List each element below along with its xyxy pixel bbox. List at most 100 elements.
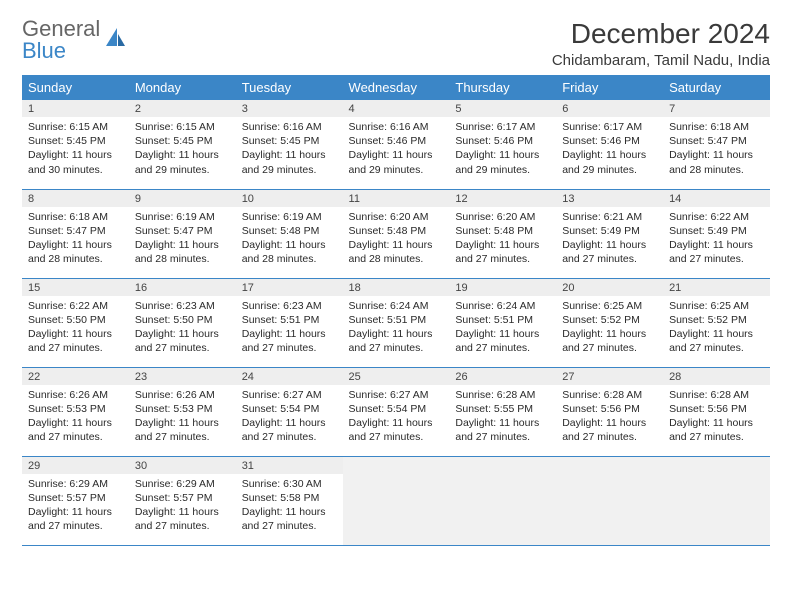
day-number: 31 [236,457,343,474]
day-details: Sunrise: 6:25 AMSunset: 5:52 PMDaylight:… [663,296,770,362]
page-title: December 2024 [552,18,770,50]
day-number: 11 [343,190,450,207]
calendar-cell: 26Sunrise: 6:28 AMSunset: 5:55 PMDayligh… [449,367,556,456]
day-details: Sunrise: 6:29 AMSunset: 5:57 PMDaylight:… [22,474,129,540]
calendar-cell: 4Sunrise: 6:16 AMSunset: 5:46 PMDaylight… [343,100,450,189]
day-number: 18 [343,279,450,296]
calendar-week-row: 22Sunrise: 6:26 AMSunset: 5:53 PMDayligh… [22,367,770,456]
calendar-cell: 16Sunrise: 6:23 AMSunset: 5:50 PMDayligh… [129,278,236,367]
day-details: Sunrise: 6:27 AMSunset: 5:54 PMDaylight:… [236,385,343,451]
calendar-table: SundayMondayTuesdayWednesdayThursdayFrid… [22,75,770,546]
calendar-cell: 8Sunrise: 6:18 AMSunset: 5:47 PMDaylight… [22,189,129,278]
day-number: 2 [129,100,236,117]
day-details: Sunrise: 6:19 AMSunset: 5:48 PMDaylight:… [236,207,343,273]
calendar-week-row: 8Sunrise: 6:18 AMSunset: 5:47 PMDaylight… [22,189,770,278]
day-number: 27 [556,368,663,385]
calendar-cell: 14Sunrise: 6:22 AMSunset: 5:49 PMDayligh… [663,189,770,278]
day-details: Sunrise: 6:16 AMSunset: 5:45 PMDaylight:… [236,117,343,183]
brand-word2: Blue [22,38,66,63]
logo-text: General Blue [22,18,100,62]
day-number: 14 [663,190,770,207]
calendar-cell: 23Sunrise: 6:26 AMSunset: 5:53 PMDayligh… [129,367,236,456]
day-number: 8 [22,190,129,207]
calendar-head: SundayMondayTuesdayWednesdayThursdayFrid… [22,75,770,100]
weekday-header: Saturday [663,75,770,100]
day-number: 22 [22,368,129,385]
calendar-cell: 9Sunrise: 6:19 AMSunset: 5:47 PMDaylight… [129,189,236,278]
sail-icon [103,26,127,54]
day-number: 7 [663,100,770,117]
day-details: Sunrise: 6:21 AMSunset: 5:49 PMDaylight:… [556,207,663,273]
location-label: Chidambaram, Tamil Nadu, India [552,52,770,69]
day-number: 21 [663,279,770,296]
day-details: Sunrise: 6:29 AMSunset: 5:57 PMDaylight:… [129,474,236,540]
calendar-cell: 18Sunrise: 6:24 AMSunset: 5:51 PMDayligh… [343,278,450,367]
day-details: Sunrise: 6:26 AMSunset: 5:53 PMDaylight:… [129,385,236,451]
day-details: Sunrise: 6:17 AMSunset: 5:46 PMDaylight:… [556,117,663,183]
day-number: 10 [236,190,343,207]
weekday-header: Sunday [22,75,129,100]
calendar-body: 1Sunrise: 6:15 AMSunset: 5:45 PMDaylight… [22,100,770,545]
day-details: Sunrise: 6:15 AMSunset: 5:45 PMDaylight:… [22,117,129,183]
day-details: Sunrise: 6:24 AMSunset: 5:51 PMDaylight:… [449,296,556,362]
day-details: Sunrise: 6:27 AMSunset: 5:54 PMDaylight:… [343,385,450,451]
day-number: 15 [22,279,129,296]
day-details: Sunrise: 6:28 AMSunset: 5:56 PMDaylight:… [663,385,770,451]
calendar-cell: 12Sunrise: 6:20 AMSunset: 5:48 PMDayligh… [449,189,556,278]
calendar-cell: 13Sunrise: 6:21 AMSunset: 5:49 PMDayligh… [556,189,663,278]
day-number: 26 [449,368,556,385]
calendar-week-row: 1Sunrise: 6:15 AMSunset: 5:45 PMDaylight… [22,100,770,189]
day-details: Sunrise: 6:16 AMSunset: 5:46 PMDaylight:… [343,117,450,183]
calendar-cell: 15Sunrise: 6:22 AMSunset: 5:50 PMDayligh… [22,278,129,367]
day-details: Sunrise: 6:28 AMSunset: 5:55 PMDaylight:… [449,385,556,451]
day-number: 9 [129,190,236,207]
calendar-cell-empty [343,456,450,545]
day-details: Sunrise: 6:18 AMSunset: 5:47 PMDaylight:… [22,207,129,273]
calendar-cell: 20Sunrise: 6:25 AMSunset: 5:52 PMDayligh… [556,278,663,367]
day-number: 23 [129,368,236,385]
day-details: Sunrise: 6:23 AMSunset: 5:50 PMDaylight:… [129,296,236,362]
calendar-cell: 31Sunrise: 6:30 AMSunset: 5:58 PMDayligh… [236,456,343,545]
day-details: Sunrise: 6:17 AMSunset: 5:46 PMDaylight:… [449,117,556,183]
calendar-cell: 6Sunrise: 6:17 AMSunset: 5:46 PMDaylight… [556,100,663,189]
calendar-cell: 17Sunrise: 6:23 AMSunset: 5:51 PMDayligh… [236,278,343,367]
day-number: 24 [236,368,343,385]
calendar-cell: 27Sunrise: 6:28 AMSunset: 5:56 PMDayligh… [556,367,663,456]
day-number: 28 [663,368,770,385]
day-details: Sunrise: 6:22 AMSunset: 5:50 PMDaylight:… [22,296,129,362]
brand-logo: General Blue [22,18,127,62]
calendar-cell: 19Sunrise: 6:24 AMSunset: 5:51 PMDayligh… [449,278,556,367]
day-details: Sunrise: 6:20 AMSunset: 5:48 PMDaylight:… [449,207,556,273]
header: General Blue December 2024 Chidambaram, … [22,18,770,69]
calendar-cell-empty [449,456,556,545]
day-number: 19 [449,279,556,296]
day-number: 12 [449,190,556,207]
day-details: Sunrise: 6:26 AMSunset: 5:53 PMDaylight:… [22,385,129,451]
day-number: 16 [129,279,236,296]
day-number: 30 [129,457,236,474]
day-details: Sunrise: 6:20 AMSunset: 5:48 PMDaylight:… [343,207,450,273]
day-number: 5 [449,100,556,117]
calendar-cell: 10Sunrise: 6:19 AMSunset: 5:48 PMDayligh… [236,189,343,278]
weekday-header: Monday [129,75,236,100]
day-details: Sunrise: 6:24 AMSunset: 5:51 PMDaylight:… [343,296,450,362]
calendar-week-row: 15Sunrise: 6:22 AMSunset: 5:50 PMDayligh… [22,278,770,367]
day-details: Sunrise: 6:23 AMSunset: 5:51 PMDaylight:… [236,296,343,362]
calendar-cell: 21Sunrise: 6:25 AMSunset: 5:52 PMDayligh… [663,278,770,367]
calendar-cell: 11Sunrise: 6:20 AMSunset: 5:48 PMDayligh… [343,189,450,278]
calendar-cell: 30Sunrise: 6:29 AMSunset: 5:57 PMDayligh… [129,456,236,545]
day-number: 17 [236,279,343,296]
calendar-cell: 2Sunrise: 6:15 AMSunset: 5:45 PMDaylight… [129,100,236,189]
calendar-cell: 3Sunrise: 6:16 AMSunset: 5:45 PMDaylight… [236,100,343,189]
day-details: Sunrise: 6:15 AMSunset: 5:45 PMDaylight:… [129,117,236,183]
day-number: 25 [343,368,450,385]
calendar-cell: 25Sunrise: 6:27 AMSunset: 5:54 PMDayligh… [343,367,450,456]
calendar-cell: 1Sunrise: 6:15 AMSunset: 5:45 PMDaylight… [22,100,129,189]
calendar-cell: 5Sunrise: 6:17 AMSunset: 5:46 PMDaylight… [449,100,556,189]
day-number: 13 [556,190,663,207]
calendar-week-row: 29Sunrise: 6:29 AMSunset: 5:57 PMDayligh… [22,456,770,545]
day-number: 29 [22,457,129,474]
day-number: 1 [22,100,129,117]
day-details: Sunrise: 6:25 AMSunset: 5:52 PMDaylight:… [556,296,663,362]
weekday-header: Friday [556,75,663,100]
